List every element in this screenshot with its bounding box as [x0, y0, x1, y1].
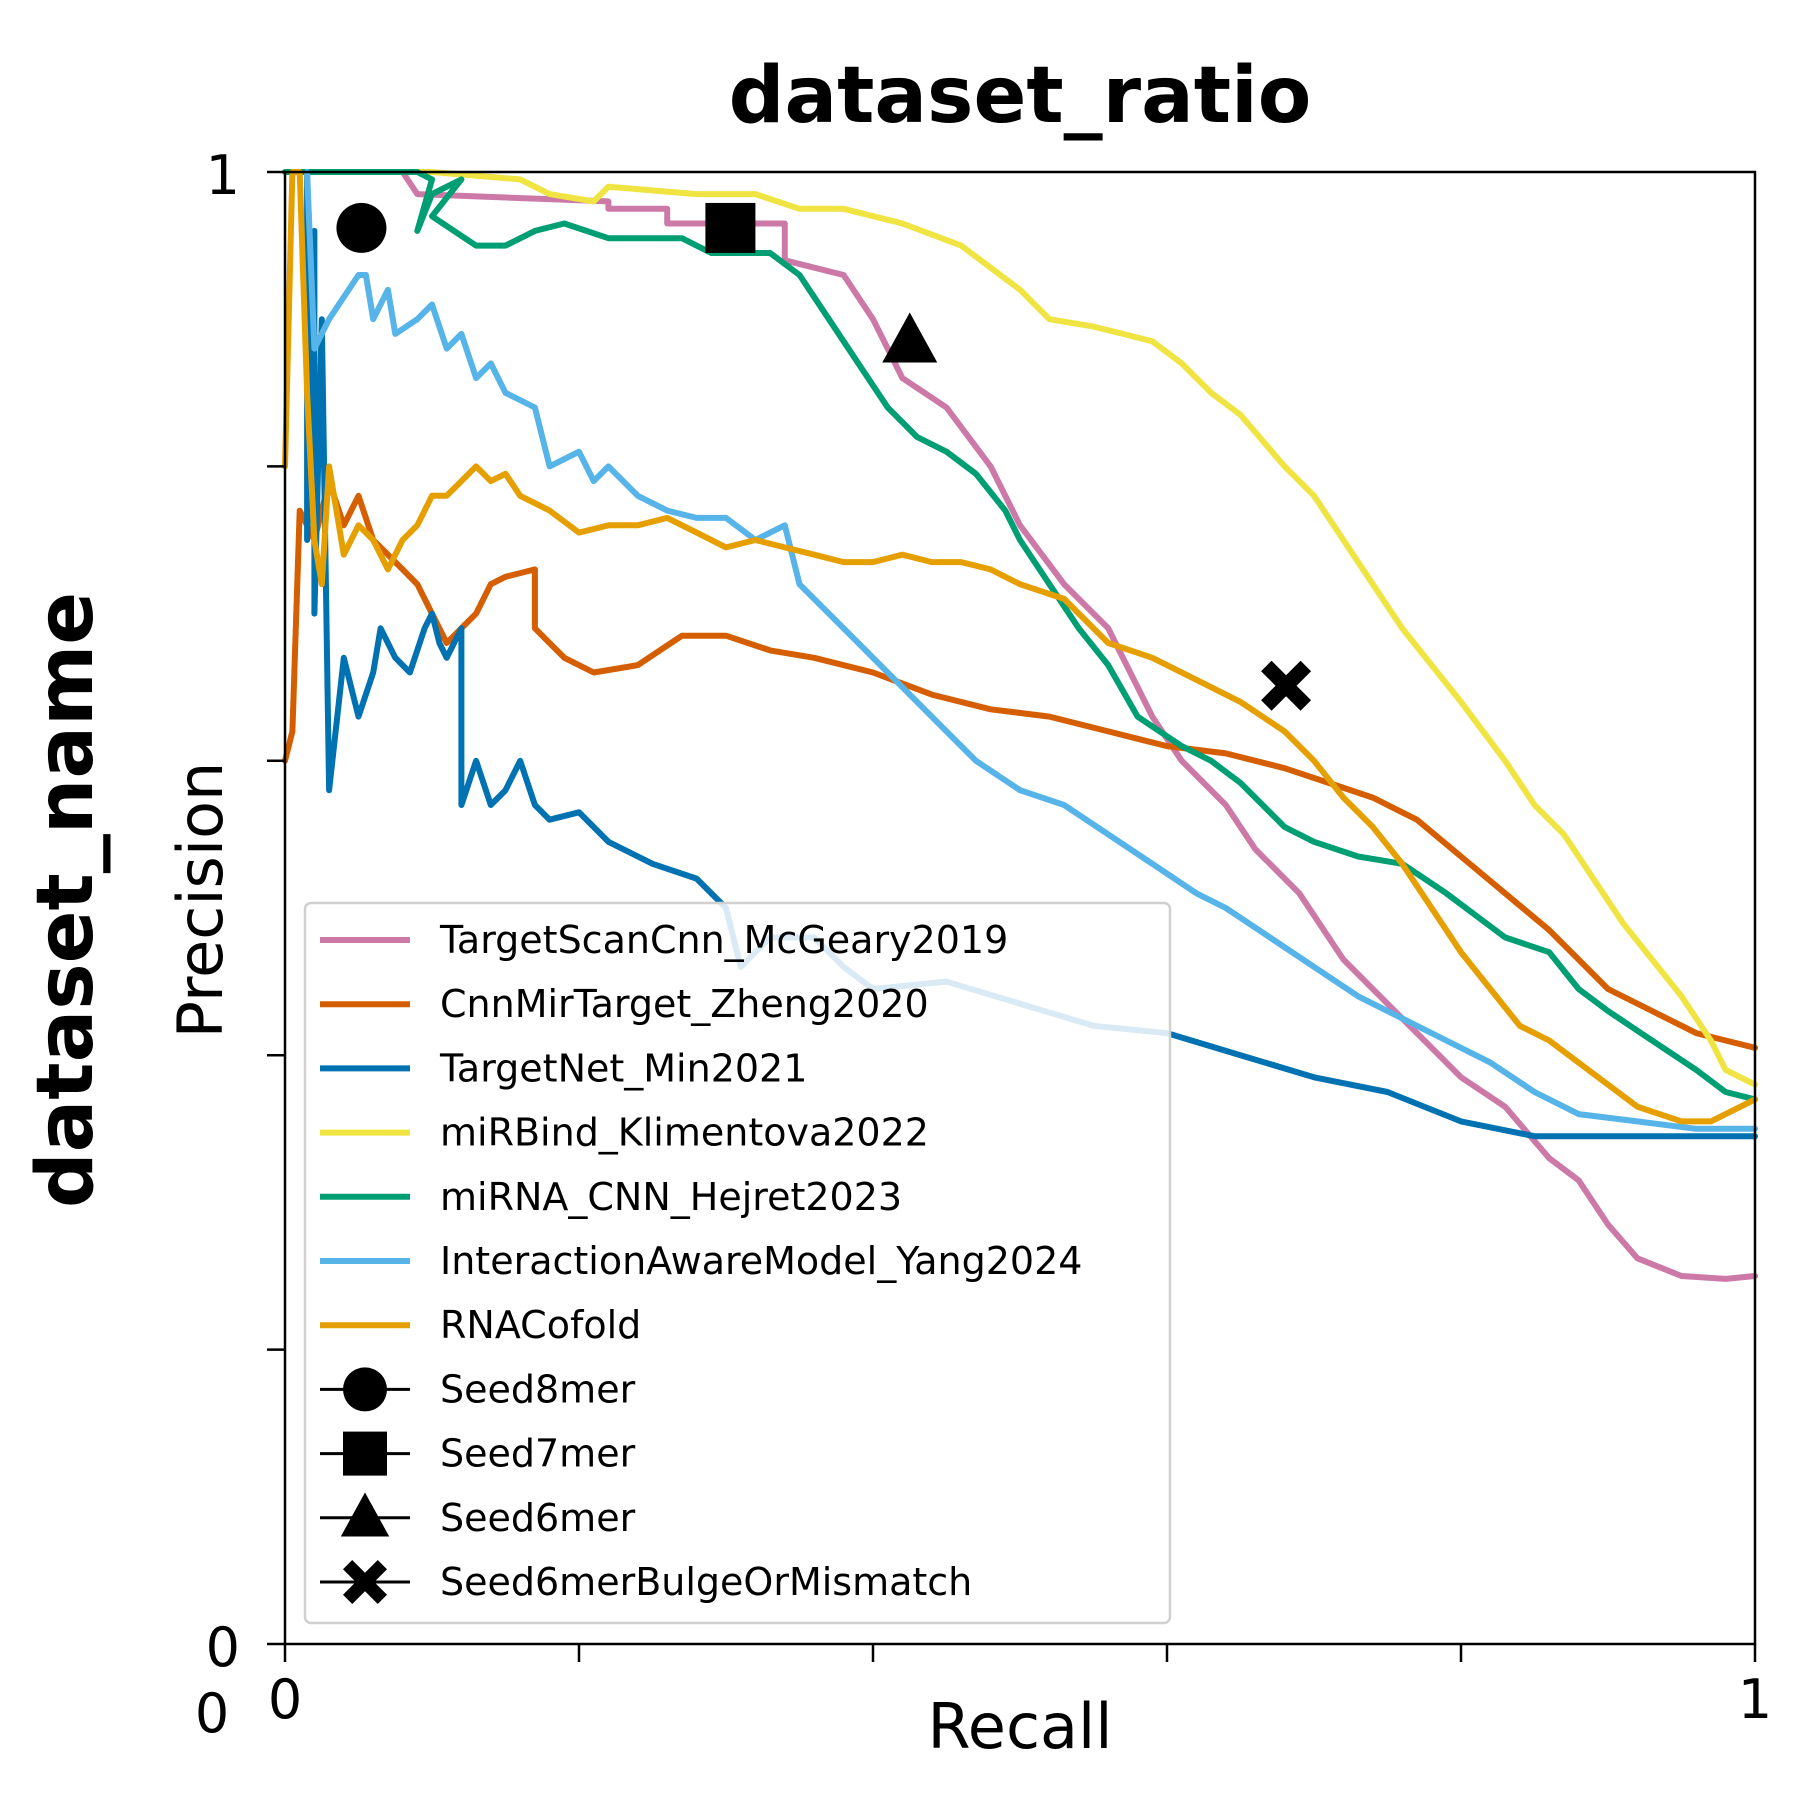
x-axis-label: Recall — [928, 1690, 1113, 1763]
series-line — [282, 478, 1758, 1051]
marker-layer — [336, 202, 1312, 711]
y-axis-label: Precision — [164, 762, 237, 1039]
legend-label: InteractionAwareModel_Yang2024 — [440, 1239, 1082, 1283]
x-tick-label-left: 0 — [268, 1668, 302, 1731]
legend-label: Seed6mer — [440, 1496, 636, 1540]
legend-label: RNACofold — [440, 1303, 641, 1347]
legend-label: Seed6merBulgeOrMismatch — [440, 1560, 972, 1604]
legend-label: Seed7mer — [440, 1432, 636, 1476]
series-line — [304, 169, 1758, 1140]
legend-label: TargetScanCnn_McGeary2019 — [439, 918, 1008, 962]
series-line — [282, 169, 1758, 1125]
plot-frame — [283, 170, 1757, 1646]
marker-square — [343, 1431, 387, 1476]
marker-circle — [336, 202, 387, 253]
legend-label: TargetNet_Min2021 — [439, 1046, 807, 1090]
legend-label: miRNA_CNN_Hejret2023 — [440, 1175, 902, 1219]
series-layer — [282, 169, 1758, 1282]
legend-box — [303, 901, 1172, 1625]
row-label: dataset_name — [21, 592, 111, 1208]
legend: TargetScanCnn_McGeary2019 CnnMirTarget_Zh… — [303, 901, 1172, 1625]
y-tick-label-bottom: 0 — [206, 1616, 240, 1679]
series-line — [282, 169, 1758, 1088]
series-line — [282, 169, 1758, 1103]
marker-circle — [343, 1367, 387, 1412]
marker-x — [343, 1560, 387, 1604]
series-line — [282, 169, 1758, 1282]
series-line — [304, 169, 1758, 1132]
corner-label: 0 — [195, 1682, 229, 1745]
marker-triangle — [340, 1492, 390, 1537]
marker-triangle — [882, 312, 938, 363]
ticks-layer — [267, 170, 1757, 1662]
legend-label: miRBind_Klimentova2022 — [440, 1111, 929, 1155]
x-tick-label-right: 1 — [1738, 1668, 1772, 1731]
marker-square — [705, 202, 756, 253]
legend-label: Seed8mer — [440, 1367, 636, 1411]
chart-title: dataset_ratio — [729, 51, 1312, 141]
y-tick-label-top: 1 — [206, 144, 240, 207]
legend-label: CnnMirTarget_Zheng2020 — [440, 982, 929, 1026]
marker-x — [1261, 660, 1312, 711]
